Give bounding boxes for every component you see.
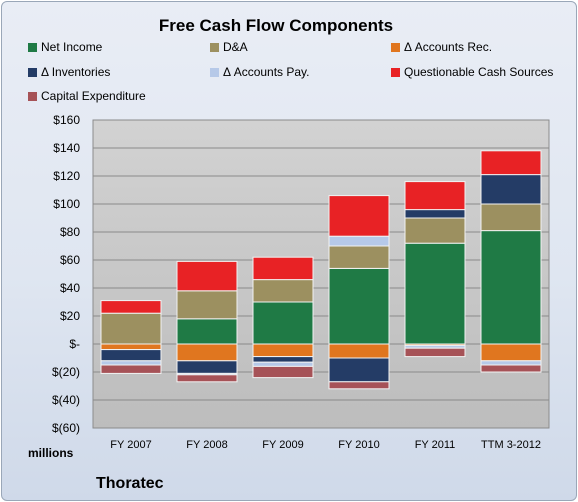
x-tick-label: TTM 3-2012	[481, 439, 541, 451]
x-tick-label: FY 2011	[415, 439, 456, 451]
y-tick-label: $(40)	[52, 393, 80, 407]
bar-segment	[252, 343, 314, 358]
legend-label: Net Income	[41, 40, 103, 54]
legend-swatch	[391, 43, 400, 52]
bar-segment	[404, 347, 466, 358]
legend-item-da: D&A	[210, 40, 248, 54]
y-tick-label: $-	[69, 337, 80, 351]
legend-swatch	[28, 92, 37, 101]
y-tick-label: $40	[60, 281, 80, 295]
bar-segment	[100, 343, 162, 351]
legend-item-inventories: Δ Inventories	[28, 65, 110, 79]
legend-swatch	[28, 68, 37, 77]
bar-segment	[252, 279, 314, 303]
bar-segment	[252, 256, 314, 281]
legend-label: Questionable Cash Sources	[404, 65, 554, 79]
y-tick-label: $100	[53, 197, 80, 211]
bar-segment	[252, 361, 314, 367]
legend-swatch	[210, 43, 219, 52]
bar-segment	[404, 209, 466, 219]
legend-label: Δ Accounts Rec.	[404, 40, 493, 54]
bar-segment	[252, 365, 314, 379]
x-tick-label: FY 2009	[262, 439, 303, 451]
bar-segment	[404, 181, 466, 211]
plot-area	[92, 119, 550, 429]
bar-segment	[176, 360, 238, 374]
y-tick-label: $20	[60, 309, 80, 323]
legend-label: D&A	[223, 40, 248, 54]
bar-segment	[100, 312, 162, 345]
bar-segment	[176, 318, 238, 345]
legend-label: Δ Accounts Pay.	[223, 65, 310, 79]
bar-segment	[176, 260, 238, 292]
x-tick-label: FY 2007	[110, 439, 151, 451]
bar-segment	[176, 374, 238, 383]
bar-segment	[480, 343, 542, 362]
bar-segment	[328, 381, 390, 390]
bar-segment	[404, 242, 466, 345]
bar-segment	[328, 245, 390, 269]
legend-item-accounts-pay: Δ Accounts Pay.	[210, 65, 310, 79]
y-tick-label: $60	[60, 253, 80, 267]
y-tick-label: $140	[53, 141, 80, 155]
bar-segment	[480, 203, 542, 232]
bar-segment	[252, 356, 314, 363]
y-tick-label: $160	[53, 113, 80, 127]
bar-segment	[328, 195, 390, 237]
bars	[100, 150, 542, 390]
y-axis: $160 $140 $120 $100 $80 $60 $40 $20 $- $(20) $(40)…	[52, 113, 80, 435]
bar-segment	[328, 343, 390, 359]
x-axis: FY 2007 FY 2008 FY 2009 FY 2010 FY 2011 TTM 3…	[110, 439, 541, 451]
bar-segment	[100, 360, 162, 366]
bar-segment	[100, 364, 162, 374]
bar-segment	[480, 150, 542, 176]
legend-swatch	[28, 43, 37, 52]
bar-segment	[480, 174, 542, 205]
legend-item-questionable: Questionable Cash Sources	[391, 65, 553, 79]
bar-segment	[100, 349, 162, 362]
legend-item-accounts-rec: Δ Accounts Rec.	[391, 40, 492, 54]
legend-swatch	[210, 68, 219, 77]
bar-segment	[252, 301, 314, 345]
bar-segment	[328, 267, 390, 345]
units-label: millions	[28, 446, 74, 460]
legend-swatch	[391, 68, 400, 77]
bar-segment	[176, 290, 238, 320]
bar-segment	[100, 300, 162, 314]
bar-segment	[328, 235, 390, 247]
legend-label: Capital Expenditure	[41, 89, 146, 103]
y-tick-label: $120	[53, 169, 80, 183]
bar-segment	[480, 364, 542, 373]
company-name: Thoratec	[96, 475, 164, 492]
bar-segment	[176, 343, 238, 362]
legend-item-net-income: Net Income	[28, 40, 102, 54]
x-tick-label: FY 2008	[186, 439, 227, 451]
bar-segment	[480, 230, 542, 345]
legend-item-capex: Capital Expenditure	[28, 89, 146, 103]
y-tick-label: $80	[60, 225, 80, 239]
y-tick-label: $(20)	[52, 365, 80, 379]
bar-segment	[328, 357, 390, 383]
bar-segment	[480, 360, 542, 366]
legend-label: Δ Inventories	[41, 65, 111, 79]
x-tick-label: FY 2010	[338, 439, 379, 451]
bar-segment	[404, 217, 466, 244]
chart-title: Free Cash Flow Components	[158, 16, 394, 35]
plot-background	[92, 119, 550, 429]
y-tick-label: $(60)	[52, 421, 80, 435]
